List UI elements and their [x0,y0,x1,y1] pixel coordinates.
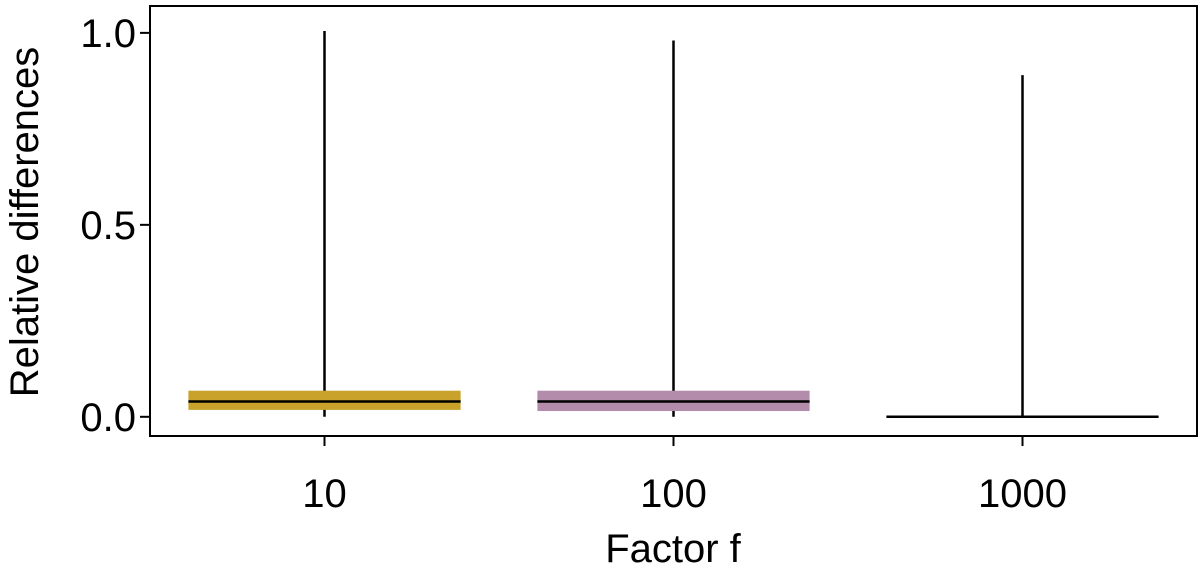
x-axis-title: Factor f [605,527,741,570]
boxes-layer [188,30,1159,419]
box-100 [537,40,810,417]
y-axis: 0.0 0.5 1.0 [80,12,150,440]
x-tick-label-1: 100 [640,472,707,516]
box-10 [188,30,461,417]
x-tick-label-0: 10 [302,472,347,516]
y-tick-label-0: 0.0 [80,396,136,440]
y-tick-label-2: 1.0 [80,12,136,56]
box-1000 [886,75,1159,419]
y-tick-label-1: 0.5 [80,204,136,248]
x-axis: 10 100 1000 [302,436,1067,516]
y-axis-title: Relative differences [3,47,47,398]
x-tick-label-2: 1000 [978,472,1067,516]
